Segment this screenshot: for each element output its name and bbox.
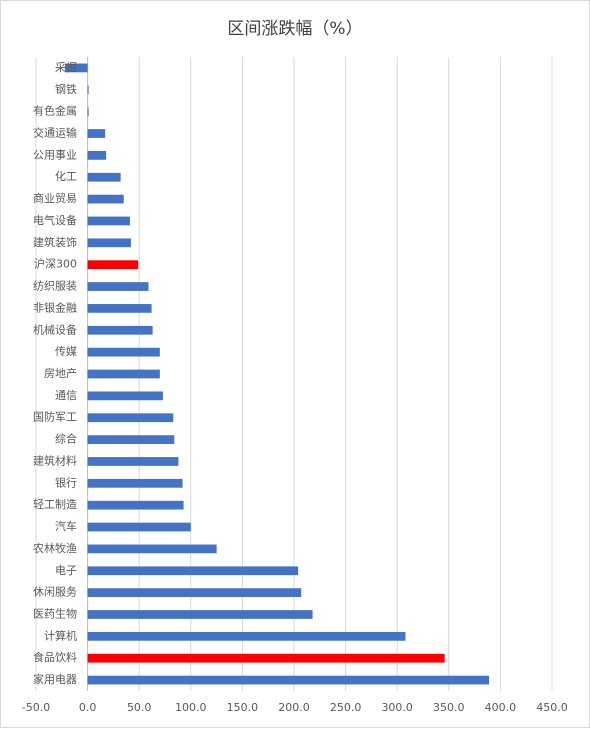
bar xyxy=(64,63,88,73)
y-tick-label: 电气设备 xyxy=(33,213,77,227)
chart-title: 区间涨跌幅（%） xyxy=(227,19,362,39)
y-tick-label: 电子 xyxy=(55,564,77,577)
bar xyxy=(87,194,124,204)
bar xyxy=(87,588,302,597)
bar xyxy=(87,238,131,248)
bar xyxy=(87,413,174,423)
y-tick-label: 轻工制造 xyxy=(33,497,77,511)
y-tick-label: 非银金融 xyxy=(33,300,77,314)
y-tick-label: 银行 xyxy=(55,475,77,489)
bar xyxy=(87,85,89,95)
bar xyxy=(87,391,163,401)
y-tick-label: 公用事业 xyxy=(33,148,77,161)
y-tick-label: 化工 xyxy=(55,169,77,183)
bar xyxy=(87,478,183,488)
y-tick-label: 汽车 xyxy=(55,519,77,533)
y-tick-label: 国防军工 xyxy=(33,410,77,424)
bar xyxy=(87,347,160,357)
x-tick-label: 350.0 xyxy=(433,701,465,714)
y-tick-label: 通信 xyxy=(55,389,77,402)
bar xyxy=(87,610,313,619)
y-tick-label: 机械设备 xyxy=(33,322,77,336)
y-tick-label: 采掘 xyxy=(55,60,77,74)
bar xyxy=(87,522,191,532)
x-tick-label: 250.0 xyxy=(330,701,362,714)
bar xyxy=(87,435,175,444)
bar xyxy=(87,631,406,641)
y-tick-label: 休闲服务 xyxy=(33,585,77,599)
bar xyxy=(87,282,149,291)
x-tick-label: -50.0 xyxy=(22,701,50,714)
bar xyxy=(87,107,89,117)
bar xyxy=(87,151,107,160)
y-tick-label: 食品饮料 xyxy=(33,650,77,664)
bar xyxy=(87,129,106,138)
x-tick-label: 50.0 xyxy=(127,701,152,714)
bar xyxy=(87,544,217,554)
bar xyxy=(87,566,299,576)
y-tick-label: 综合 xyxy=(55,432,77,446)
bar xyxy=(87,172,121,182)
x-tick-label: 400.0 xyxy=(485,701,517,714)
x-tick-label: 0.0 xyxy=(79,701,97,714)
bar xyxy=(87,500,184,510)
bar xyxy=(87,260,139,270)
y-tick-label: 沪深300 xyxy=(34,257,77,271)
bar xyxy=(87,369,160,379)
y-tick-label: 交通运输 xyxy=(33,126,77,140)
x-tick-label: 100.0 xyxy=(175,701,207,714)
y-tick-label: 计算机 xyxy=(44,628,77,642)
y-tick-label: 建筑材料 xyxy=(33,453,77,467)
bar xyxy=(87,675,490,685)
x-tick-label: 200.0 xyxy=(278,701,310,714)
y-tick-label: 房地产 xyxy=(44,366,77,380)
y-tick-label: 农林牧渔 xyxy=(33,541,77,555)
y-tick-label: 传媒 xyxy=(55,345,77,358)
y-tick-label: 医药生物 xyxy=(33,606,77,620)
x-tick-label: 450.0 xyxy=(536,701,568,714)
y-tick-label: 纺织服装 xyxy=(33,279,77,293)
x-tick-label: 300.0 xyxy=(381,701,413,714)
y-tick-label: 商业贸易 xyxy=(33,191,77,205)
bar xyxy=(87,653,445,663)
y-tick-label: 有色金属 xyxy=(33,104,77,118)
bar xyxy=(87,325,153,335)
bar xyxy=(87,216,130,226)
y-tick-label: 钢铁 xyxy=(55,83,77,96)
y-tick-label: 建筑装饰 xyxy=(33,235,77,249)
y-tick-label: 家用电器 xyxy=(33,672,77,686)
bar xyxy=(87,457,179,466)
bar xyxy=(87,304,152,313)
x-tick-label: 150.0 xyxy=(227,701,259,714)
